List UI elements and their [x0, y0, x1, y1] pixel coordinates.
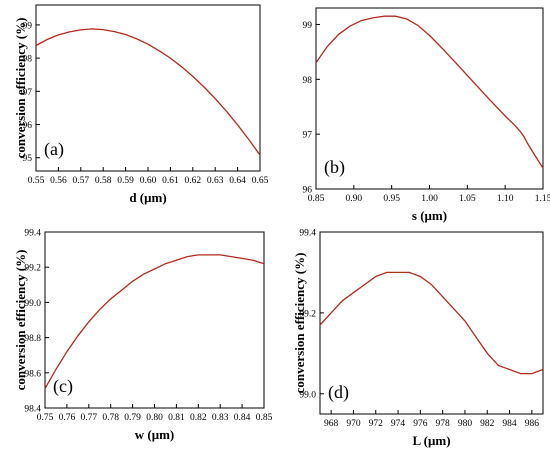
x-tick-label: 984: [502, 419, 517, 429]
series-line: [315, 15, 544, 169]
x-tick-label: 982: [480, 419, 495, 429]
x-tick-label: 974: [391, 419, 406, 429]
panel-d: 968 970 972 974 976 978 980 982 984 986 99.0 99.2 99…: [292, 229, 544, 448]
x-tick-label: 0.83: [212, 413, 229, 423]
y-tick-label: 96: [23, 121, 33, 131]
y-tick-label: 98.4: [24, 405, 41, 415]
series-line: [44, 254, 265, 389]
panel-c: 0.75 0.76 0.77 0.78 0.79 0.80 0.81 0.82 0.83 0.84…: [13, 229, 273, 443]
x-tick-label: 0.82: [190, 413, 207, 423]
x-tick-label: 0.61: [162, 176, 179, 186]
plot-frame: [44, 231, 265, 409]
y-tick-label: 98.6: [24, 369, 41, 379]
x-tick-label: 1.00: [421, 194, 438, 204]
x-tick-label: 0.64: [229, 176, 246, 186]
x-tick-label: 1.10: [497, 194, 514, 204]
x-tick-label: 0.63: [207, 176, 224, 186]
panel-b: 0.85 0.90 0.95 1.00 1.05 1.10 1.15 96 97 98 99 s (μ…: [303, 7, 550, 223]
panel-label: (a): [44, 139, 64, 160]
y-tick-label: 99: [23, 21, 33, 31]
x-tick-label: 970: [346, 419, 361, 429]
x-tick-label: 0.85: [256, 413, 273, 423]
x-tick-label: 0.59: [117, 176, 134, 186]
x-tick-label: 978: [436, 419, 451, 429]
y-tick-label: 99.2: [299, 309, 316, 319]
panel-label: (c): [53, 376, 73, 397]
y-tick-label: 97: [23, 88, 33, 98]
y-tick-label: 99.0: [24, 299, 41, 309]
x-tick-label: 0.76: [59, 413, 76, 423]
plot-frame: [319, 231, 544, 415]
x-tick-label: 972: [369, 419, 384, 429]
x-axis-title: w (μm): [135, 427, 175, 442]
x-tick-label: 1.15: [535, 194, 550, 204]
x-axis-title: L (μm): [412, 433, 450, 448]
x-tick-label: 986: [525, 419, 540, 429]
x-tick-label: 968: [324, 419, 339, 429]
y-axis-title: conversion efficiency (%): [13, 250, 28, 391]
x-tick-label: 0.62: [184, 176, 201, 186]
y-tick-label: 95: [23, 154, 33, 164]
x-tick-label: 0.65: [252, 176, 269, 186]
y-tick-label: 99: [303, 21, 313, 31]
y-tick-label: 99.0: [299, 390, 316, 400]
plot-frame: [35, 4, 261, 172]
x-tick-label: 980: [458, 419, 473, 429]
x-tick-label: 0.77: [80, 413, 97, 423]
y-axis-title: conversion efficiency (%): [13, 18, 28, 159]
y-axis-title: conversion efficiency (%): [292, 253, 307, 394]
panel-label: (d): [328, 382, 349, 403]
x-tick-label: 0.56: [50, 176, 67, 186]
y-tick-label: 99.2: [24, 264, 41, 274]
x-tick-label: 0.85: [308, 194, 325, 204]
x-tick-label: 0.95: [383, 194, 400, 204]
x-axis-title: s (μm): [412, 208, 447, 223]
y-tick-label: 99.4: [299, 229, 316, 239]
series-line: [35, 28, 261, 156]
x-tick-label: 0.55: [28, 176, 45, 186]
series-line: [319, 271, 544, 375]
x-tick-label: 0.80: [146, 413, 163, 423]
y-tick-label: 96: [303, 186, 313, 196]
x-tick-label: 0.78: [102, 413, 119, 423]
x-tick-label: 0.58: [95, 176, 112, 186]
y-tick-label: 98.8: [24, 334, 41, 344]
x-tick-label: 0.57: [72, 176, 89, 186]
panel-a: 0.55 0.56 0.57 0.58 0.59 0.60 0.61 0.62 0.63 0.64…: [13, 4, 269, 205]
y-tick-label: 97: [303, 131, 313, 141]
y-tick-label: 99.4: [24, 229, 41, 239]
panel-label: (b): [324, 157, 345, 178]
x-tick-label: 0.79: [124, 413, 141, 423]
x-tick-label: 0.84: [234, 413, 251, 423]
x-tick-label: 0.75: [37, 413, 54, 423]
x-tick-label: 0.81: [168, 413, 185, 423]
x-tick-label: 1.05: [459, 194, 476, 204]
x-tick-label: 0.60: [140, 176, 157, 186]
y-tick-label: 98: [23, 55, 33, 65]
y-tick-label: 98: [303, 76, 313, 86]
x-tick-label: 976: [413, 419, 428, 429]
x-axis-title: d (μm): [129, 190, 166, 205]
x-tick-label: 0.90: [346, 194, 363, 204]
